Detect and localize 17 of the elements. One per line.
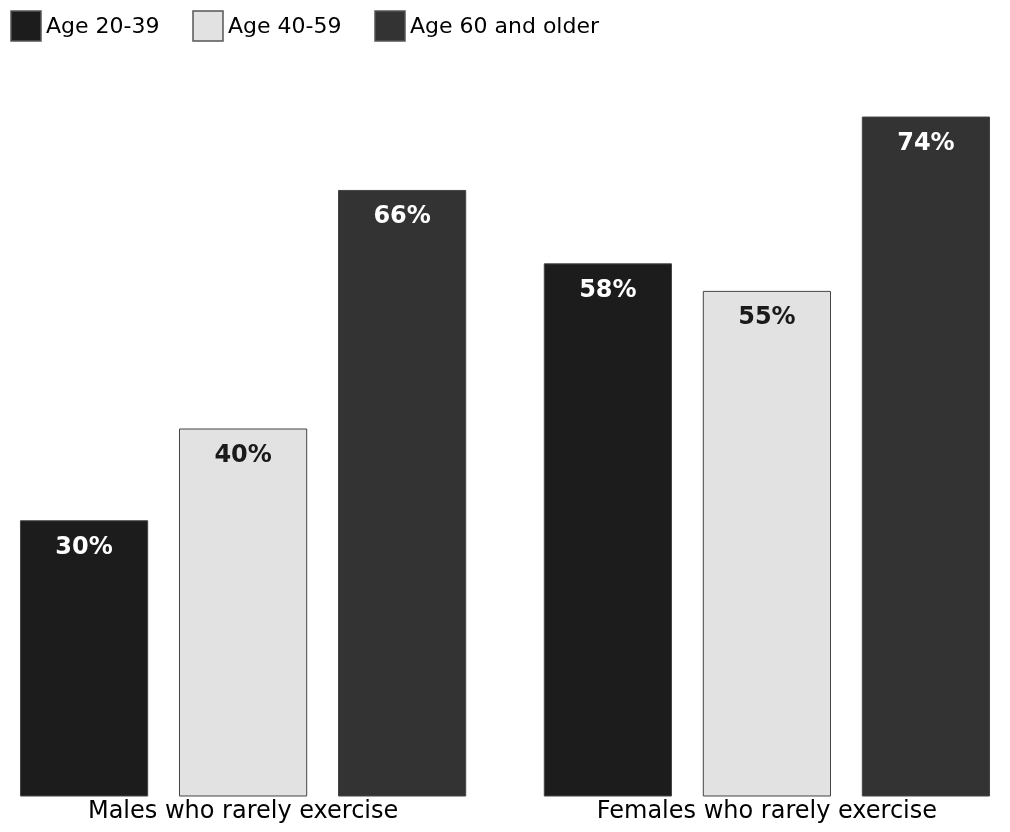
bar bbox=[19, 520, 149, 797]
data-label: 30% bbox=[55, 531, 113, 560]
x-tick-label: Females who rarely exercise bbox=[596, 795, 938, 824]
bar bbox=[861, 116, 991, 797]
legend-label: Age 40-59 bbox=[228, 13, 342, 38]
bar bbox=[178, 428, 308, 797]
data-label: 40% bbox=[214, 440, 272, 468]
data-label: 74% bbox=[897, 128, 955, 157]
x-tick-label: Males who rarely exercise bbox=[87, 795, 399, 824]
legend-label: Age 20-39 bbox=[46, 13, 160, 38]
data-label: 55% bbox=[738, 302, 796, 331]
data-label: 58% bbox=[579, 274, 637, 303]
legend-label: Age 60 and older bbox=[410, 13, 600, 38]
bar bbox=[702, 290, 832, 797]
bar bbox=[543, 263, 672, 797]
data-label: 66% bbox=[373, 201, 431, 230]
bar bbox=[338, 189, 467, 797]
